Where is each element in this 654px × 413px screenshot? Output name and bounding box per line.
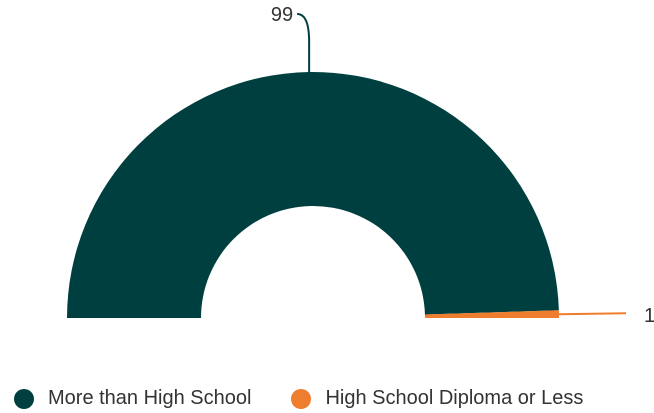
legend-item-high-school-diploma-or-less[interactable]: High School Diploma or Less	[291, 387, 583, 410]
slice-more-than-high-school[interactable]	[67, 72, 559, 318]
leader-line-more-than-high-school	[297, 13, 311, 73]
data-label-high-school-diploma-or-less: 1	[644, 305, 654, 327]
legend-label-high-school-diploma-or-less: High School Diploma or Less	[325, 387, 584, 409]
legend-label-more-than-high-school: More than High School	[48, 387, 252, 409]
data-label-more-than-high-school: 99	[271, 4, 293, 26]
legend-swatch-high-school-diploma-or-less	[291, 388, 312, 409]
legend-swatch-more-than-high-school	[14, 388, 34, 409]
legend-item-more-than-high-school[interactable]: More than High School	[14, 387, 251, 410]
chart-legend: More than High School High School Diplom…	[14, 387, 623, 410]
leader-line-high-school-diploma-or-less	[424, 312, 627, 318]
